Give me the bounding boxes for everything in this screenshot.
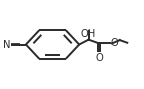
Text: N: N (3, 40, 11, 49)
Text: O: O (95, 53, 103, 63)
Text: O: O (110, 38, 118, 48)
Text: OH: OH (80, 29, 95, 39)
